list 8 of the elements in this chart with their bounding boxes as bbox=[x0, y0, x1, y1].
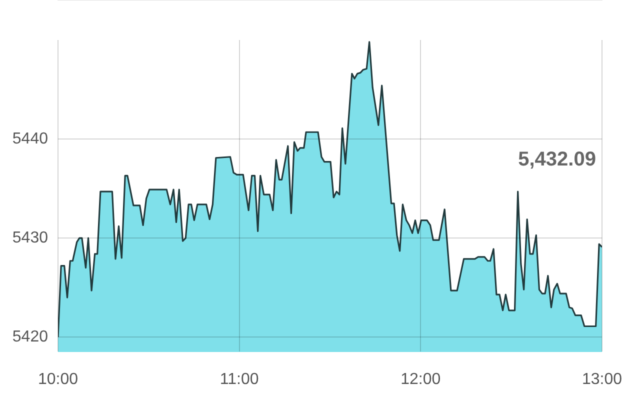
x-tick-label: 12:00 bbox=[400, 371, 441, 388]
y-tick-label: 5440 bbox=[12, 130, 48, 148]
y-tick-label: 5420 bbox=[12, 328, 48, 346]
x-tick-label: 11:00 bbox=[220, 371, 259, 388]
y-tick-label: 5430 bbox=[12, 230, 48, 246]
annotation: 5,432.09 bbox=[518, 148, 596, 171]
x-tick-label: 13:00 bbox=[582, 371, 622, 388]
x-tick-label: 10:00 bbox=[38, 371, 78, 388]
